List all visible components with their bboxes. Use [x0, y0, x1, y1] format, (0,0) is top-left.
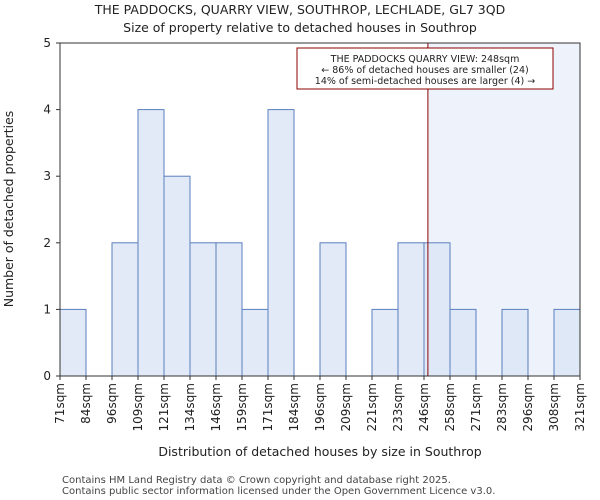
y-tick-label: 1: [43, 302, 51, 316]
bar-283sqm: [501, 308, 529, 377]
annotation-line-3: 14% of semi-detached houses are larger (…: [315, 76, 535, 87]
x-tick-label: 84sqm: [79, 383, 93, 424]
x-tick-label: 209sqm: [339, 383, 353, 431]
x-axis-label: Distribution of detached houses by size …: [158, 444, 481, 459]
bar-134sqm: [189, 242, 217, 377]
x-tick-label: 196sqm: [313, 383, 327, 431]
y-tick-label: 4: [43, 103, 51, 117]
x-tick-label: 233sqm: [391, 383, 405, 431]
x-tick-label: 308sqm: [547, 383, 561, 431]
bar-171sqm: [267, 109, 295, 377]
x-tick-label: 258sqm: [443, 383, 457, 431]
bar-159sqm: [241, 308, 269, 377]
x-tick-label: 171sqm: [261, 383, 275, 431]
x-tick-label: 134sqm: [183, 383, 197, 431]
bar-71sqm: [59, 308, 87, 377]
x-tick-label: 246sqm: [417, 383, 431, 431]
x-tick-label: 96sqm: [105, 383, 119, 424]
y-tick-label: 5: [43, 36, 51, 50]
x-tick-label: 121sqm: [157, 383, 171, 431]
chart-title: THE PADDOCKS, QUARRY VIEW, SOUTHROP, LEC…: [94, 2, 505, 17]
bar-96sqm: [111, 242, 139, 377]
x-tick-label: 109sqm: [131, 383, 145, 431]
bar-258sqm: [449, 308, 477, 377]
y-axis-label: Number of detached properties: [1, 111, 16, 308]
x-tick-label: 283sqm: [495, 383, 509, 431]
x-tick-label: 296sqm: [521, 383, 535, 431]
x-tick-label: 321sqm: [573, 383, 587, 431]
annotation-box: THE PADDOCKS QUARRY VIEW: 248sqm ← 86% o…: [296, 47, 554, 90]
x-tick-label: 146sqm: [209, 383, 223, 431]
x-tick-label: 184sqm: [287, 383, 301, 431]
bars-group: [59, 109, 581, 377]
annotation-line-2: ← 86% of detached houses are smaller (24…: [321, 65, 528, 76]
y-tick-label: 2: [43, 236, 51, 250]
y-tick-label: 3: [43, 169, 51, 183]
chart-subtitle: Size of property relative to detached ho…: [123, 20, 477, 35]
footer-line-2: Contains public sector information licen…: [62, 486, 495, 497]
bar-308sqm: [553, 308, 581, 377]
bar-146sqm: [215, 242, 243, 377]
x-axis-ticks: 71sqm 84sqm 96sqm 109sqm 121sqm 134sqm 146sqm 1…: [53, 376, 587, 431]
bar-233sqm: [397, 242, 425, 377]
bar-221sqm: [371, 308, 399, 377]
y-axis-ticks: 0 1 2 3 4 5: [43, 36, 60, 383]
bar-109sqm: [137, 109, 165, 377]
bar-121sqm: [163, 175, 191, 377]
x-tick-label: 159sqm: [235, 383, 249, 431]
x-tick-label: 221sqm: [365, 383, 379, 431]
x-tick-label: 71sqm: [53, 383, 67, 424]
bar-196sqm: [319, 242, 347, 377]
x-tick-label: 271sqm: [469, 383, 483, 431]
y-tick-label: 0: [43, 369, 51, 383]
annotation-line-1: THE PADDOCKS QUARRY VIEW: 248sqm: [330, 54, 520, 65]
footer-line-1: Contains HM Land Registry data © Crown c…: [62, 475, 451, 486]
